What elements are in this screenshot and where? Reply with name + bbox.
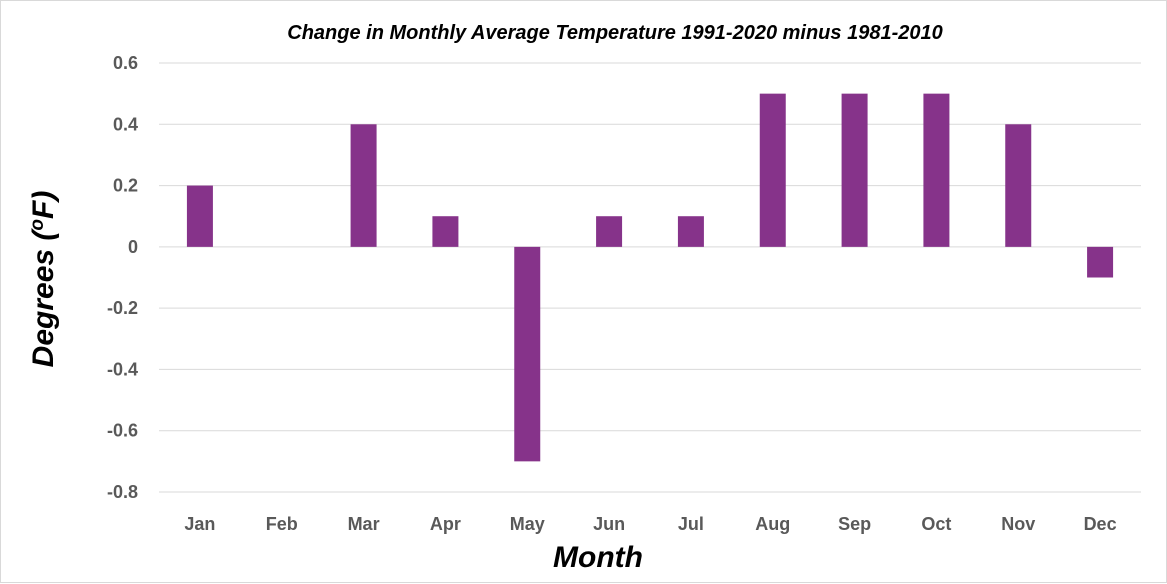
x-tick-label-mar: Mar xyxy=(348,514,380,534)
bar-apr xyxy=(432,216,459,247)
x-tick-label-nov: Nov xyxy=(1001,514,1035,534)
bar-jun xyxy=(596,216,623,247)
x-tick-label-aug: Aug xyxy=(755,514,790,534)
y-axis-ticks: 0.6 0.4 0.2 0 -0.2 -0.4 -0.6 -0.8 xyxy=(107,53,138,502)
x-axis-label: Month xyxy=(553,541,643,574)
x-tick-label-jan: Jan xyxy=(184,514,215,534)
bar-aug xyxy=(759,93,786,247)
y-axis-label: Degrees (oF) xyxy=(27,191,61,368)
bars xyxy=(186,93,1114,462)
bar-sep xyxy=(841,93,868,247)
y-tick-label: -0.4 xyxy=(107,359,138,379)
bar-dec xyxy=(1087,246,1114,278)
bar-may xyxy=(514,246,541,462)
y-tick-label: -0.2 xyxy=(107,298,138,318)
x-tick-label-feb: Feb xyxy=(266,514,298,534)
bar-jan xyxy=(186,185,213,247)
y-tick-label: 0.6 xyxy=(113,53,138,73)
bar-jul xyxy=(677,216,704,247)
x-tick-label-sep: Sep xyxy=(838,514,871,534)
bar-oct xyxy=(923,93,950,247)
y-tick-label: -0.8 xyxy=(107,482,138,502)
chart-title: Change in Monthly Average Temperature 19… xyxy=(287,22,942,44)
y-tick-label: -0.6 xyxy=(107,421,138,441)
bar-nov xyxy=(1005,124,1032,247)
x-axis-ticks: Jan Feb Mar Apr May Jun Jul Aug Sep Oct Nov Dec xyxy=(184,514,1116,534)
x-tick-label-oct: Oct xyxy=(921,514,951,534)
x-tick-label-jun: Jun xyxy=(593,514,625,534)
y-tick-label: 0.2 xyxy=(113,176,138,196)
y-tick-label: 0 xyxy=(128,237,138,257)
x-tick-label-jul: Jul xyxy=(678,514,704,534)
x-tick-label-apr: Apr xyxy=(430,514,461,534)
bar-mar xyxy=(350,124,377,247)
y-tick-label: 0.4 xyxy=(113,114,138,134)
gridlines xyxy=(159,62,1141,493)
x-tick-label-dec: Dec xyxy=(1084,514,1117,534)
x-tick-label-may: May xyxy=(510,514,545,534)
